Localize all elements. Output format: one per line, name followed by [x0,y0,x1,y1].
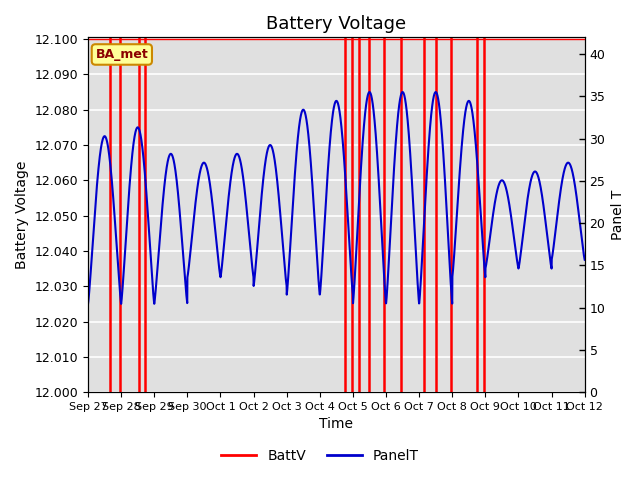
X-axis label: Time: Time [319,418,353,432]
Y-axis label: Battery Voltage: Battery Voltage [15,160,29,269]
Y-axis label: Panel T: Panel T [611,190,625,240]
Title: Battery Voltage: Battery Voltage [266,15,406,33]
Legend: BattV, PanelT: BattV, PanelT [216,443,424,468]
Text: BA_met: BA_met [95,48,148,61]
